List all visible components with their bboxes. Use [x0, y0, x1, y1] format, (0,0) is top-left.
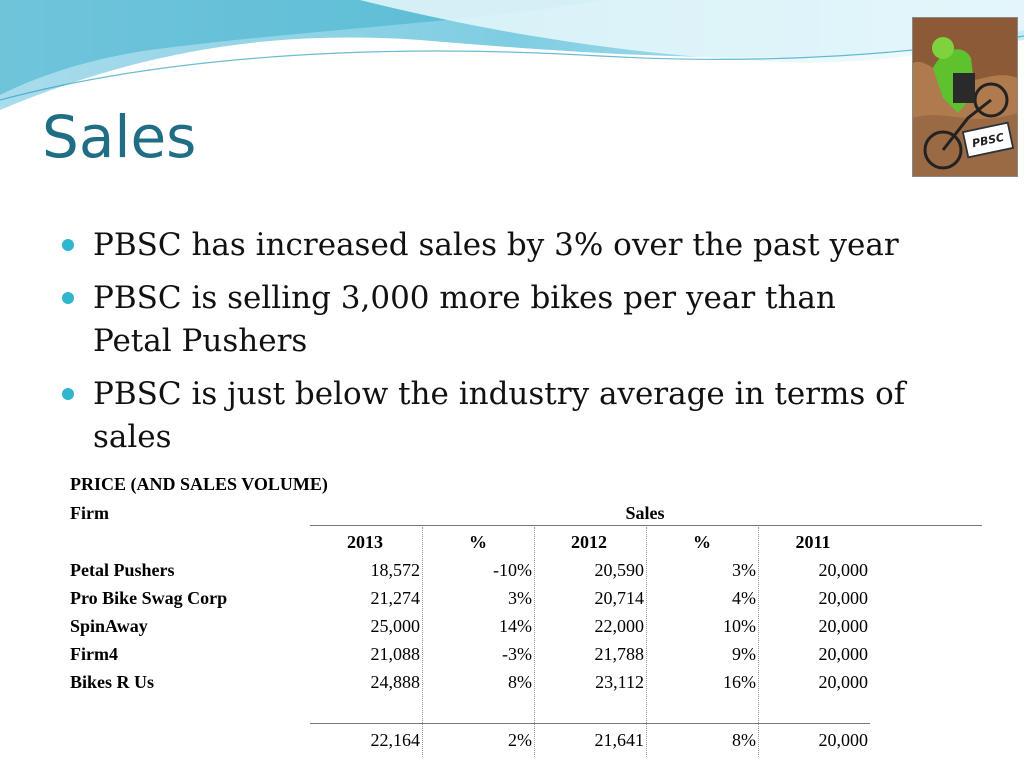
- firm-name: SpinAway: [70, 616, 148, 636]
- column-header-pct-2012: %: [693, 532, 711, 552]
- column-header-2012: 2012: [571, 532, 607, 552]
- sales-2013: 21,088: [370, 644, 421, 664]
- firm-name: Petal Pushers: [70, 560, 175, 580]
- pct-change-2012: 16%: [723, 672, 756, 692]
- sales-2011: 20,000: [818, 560, 869, 580]
- column-divider: [758, 527, 759, 757]
- sales-2012: 21,788: [594, 644, 645, 664]
- firm-name: Pro Bike Swag Corp: [70, 588, 228, 608]
- sales-2013: 24,888: [370, 672, 421, 692]
- total-pct-change-2013: 2%: [508, 730, 532, 750]
- sales-2013: 21,274: [370, 588, 421, 608]
- header-wave-decoration: [0, 0, 1024, 114]
- table-rule-bottom: [310, 723, 870, 724]
- bullet-text: PBSC is just below the industry average …: [93, 376, 906, 455]
- bullet-dot-icon: [62, 239, 74, 251]
- table-row: Pro Bike Swag Corp 21,274 3% 20,714 4% 2…: [68, 588, 968, 614]
- bullet-dot-icon: [62, 292, 74, 304]
- total-sales-2012: 21,641: [594, 730, 645, 750]
- firm-column-header: Firm: [70, 503, 109, 523]
- total-sales-2011: 20,000: [818, 730, 869, 750]
- pct-change-2013: 3%: [508, 588, 532, 608]
- total-sales-2013: 22,164: [370, 730, 421, 750]
- table-row: Firm4 21,088 -3% 21,788 9% 20,000: [68, 644, 968, 670]
- table-row: Petal Pushers 18,572 -10% 20,590 3% 20,0…: [68, 560, 968, 586]
- pct-change-2013: 8%: [508, 672, 532, 692]
- column-header-2011: 2011: [795, 532, 831, 552]
- table-row: Bikes R Us 24,888 8% 23,112 16% 20,000: [68, 672, 968, 698]
- sales-2012: 20,714: [594, 588, 645, 608]
- firm-name: Bikes R Us: [70, 672, 155, 692]
- sales-2011: 20,000: [818, 672, 869, 692]
- column-divider: [646, 527, 647, 757]
- sales-2012: 22,000: [594, 616, 645, 636]
- total-pct-change-2012: 8%: [732, 730, 756, 750]
- sales-2012: 23,112: [595, 672, 644, 692]
- totals-row: 22,164 2% 21,641 8% 20,000: [68, 730, 968, 756]
- bullet-text: PBSC has increased sales by 3% over the …: [93, 227, 899, 263]
- sales-2011: 20,000: [818, 644, 869, 664]
- bullet-text: PBSC is selling 3,000 more bikes per yea…: [93, 280, 836, 359]
- column-divider: [422, 527, 423, 757]
- table-caption: PRICE (AND SALES VOLUME): [70, 474, 328, 494]
- bullet-dot-icon: [62, 388, 74, 400]
- sales-2013: 25,000: [370, 616, 421, 636]
- pct-change-2013: 14%: [499, 616, 532, 636]
- pct-change-2013: -10%: [493, 560, 532, 580]
- pct-change-2012: 3%: [732, 560, 756, 580]
- sales-2013: 18,572: [370, 560, 421, 580]
- pct-change-2012: 4%: [732, 588, 756, 608]
- pct-change-2012: 10%: [723, 616, 756, 636]
- pct-change-2013: -3%: [502, 644, 532, 664]
- bullet-list: PBSC has increased sales by 3% over the …: [62, 224, 922, 469]
- cyclist-photo: [912, 17, 1018, 177]
- slide-title: Sales: [42, 103, 197, 171]
- sales-group-header: Sales: [625, 503, 665, 523]
- sales-2012: 20,590: [594, 560, 645, 580]
- bullet-item: PBSC is selling 3,000 more bikes per yea…: [62, 277, 922, 363]
- table-row: SpinAway 25,000 14% 22,000 10% 20,000: [68, 616, 968, 642]
- column-header-2013: 2013: [347, 532, 383, 552]
- bullet-item: PBSC is just below the industry average …: [62, 373, 922, 459]
- sales-2011: 20,000: [818, 588, 869, 608]
- table-rule-top: [310, 525, 982, 526]
- sales-2011: 20,000: [818, 616, 869, 636]
- firm-name: Firm4: [70, 644, 118, 664]
- bullet-item: PBSC has increased sales by 3% over the …: [62, 224, 922, 267]
- column-divider: [534, 527, 535, 757]
- column-header-pct-2013: %: [469, 532, 487, 552]
- pct-change-2012: 9%: [732, 644, 756, 664]
